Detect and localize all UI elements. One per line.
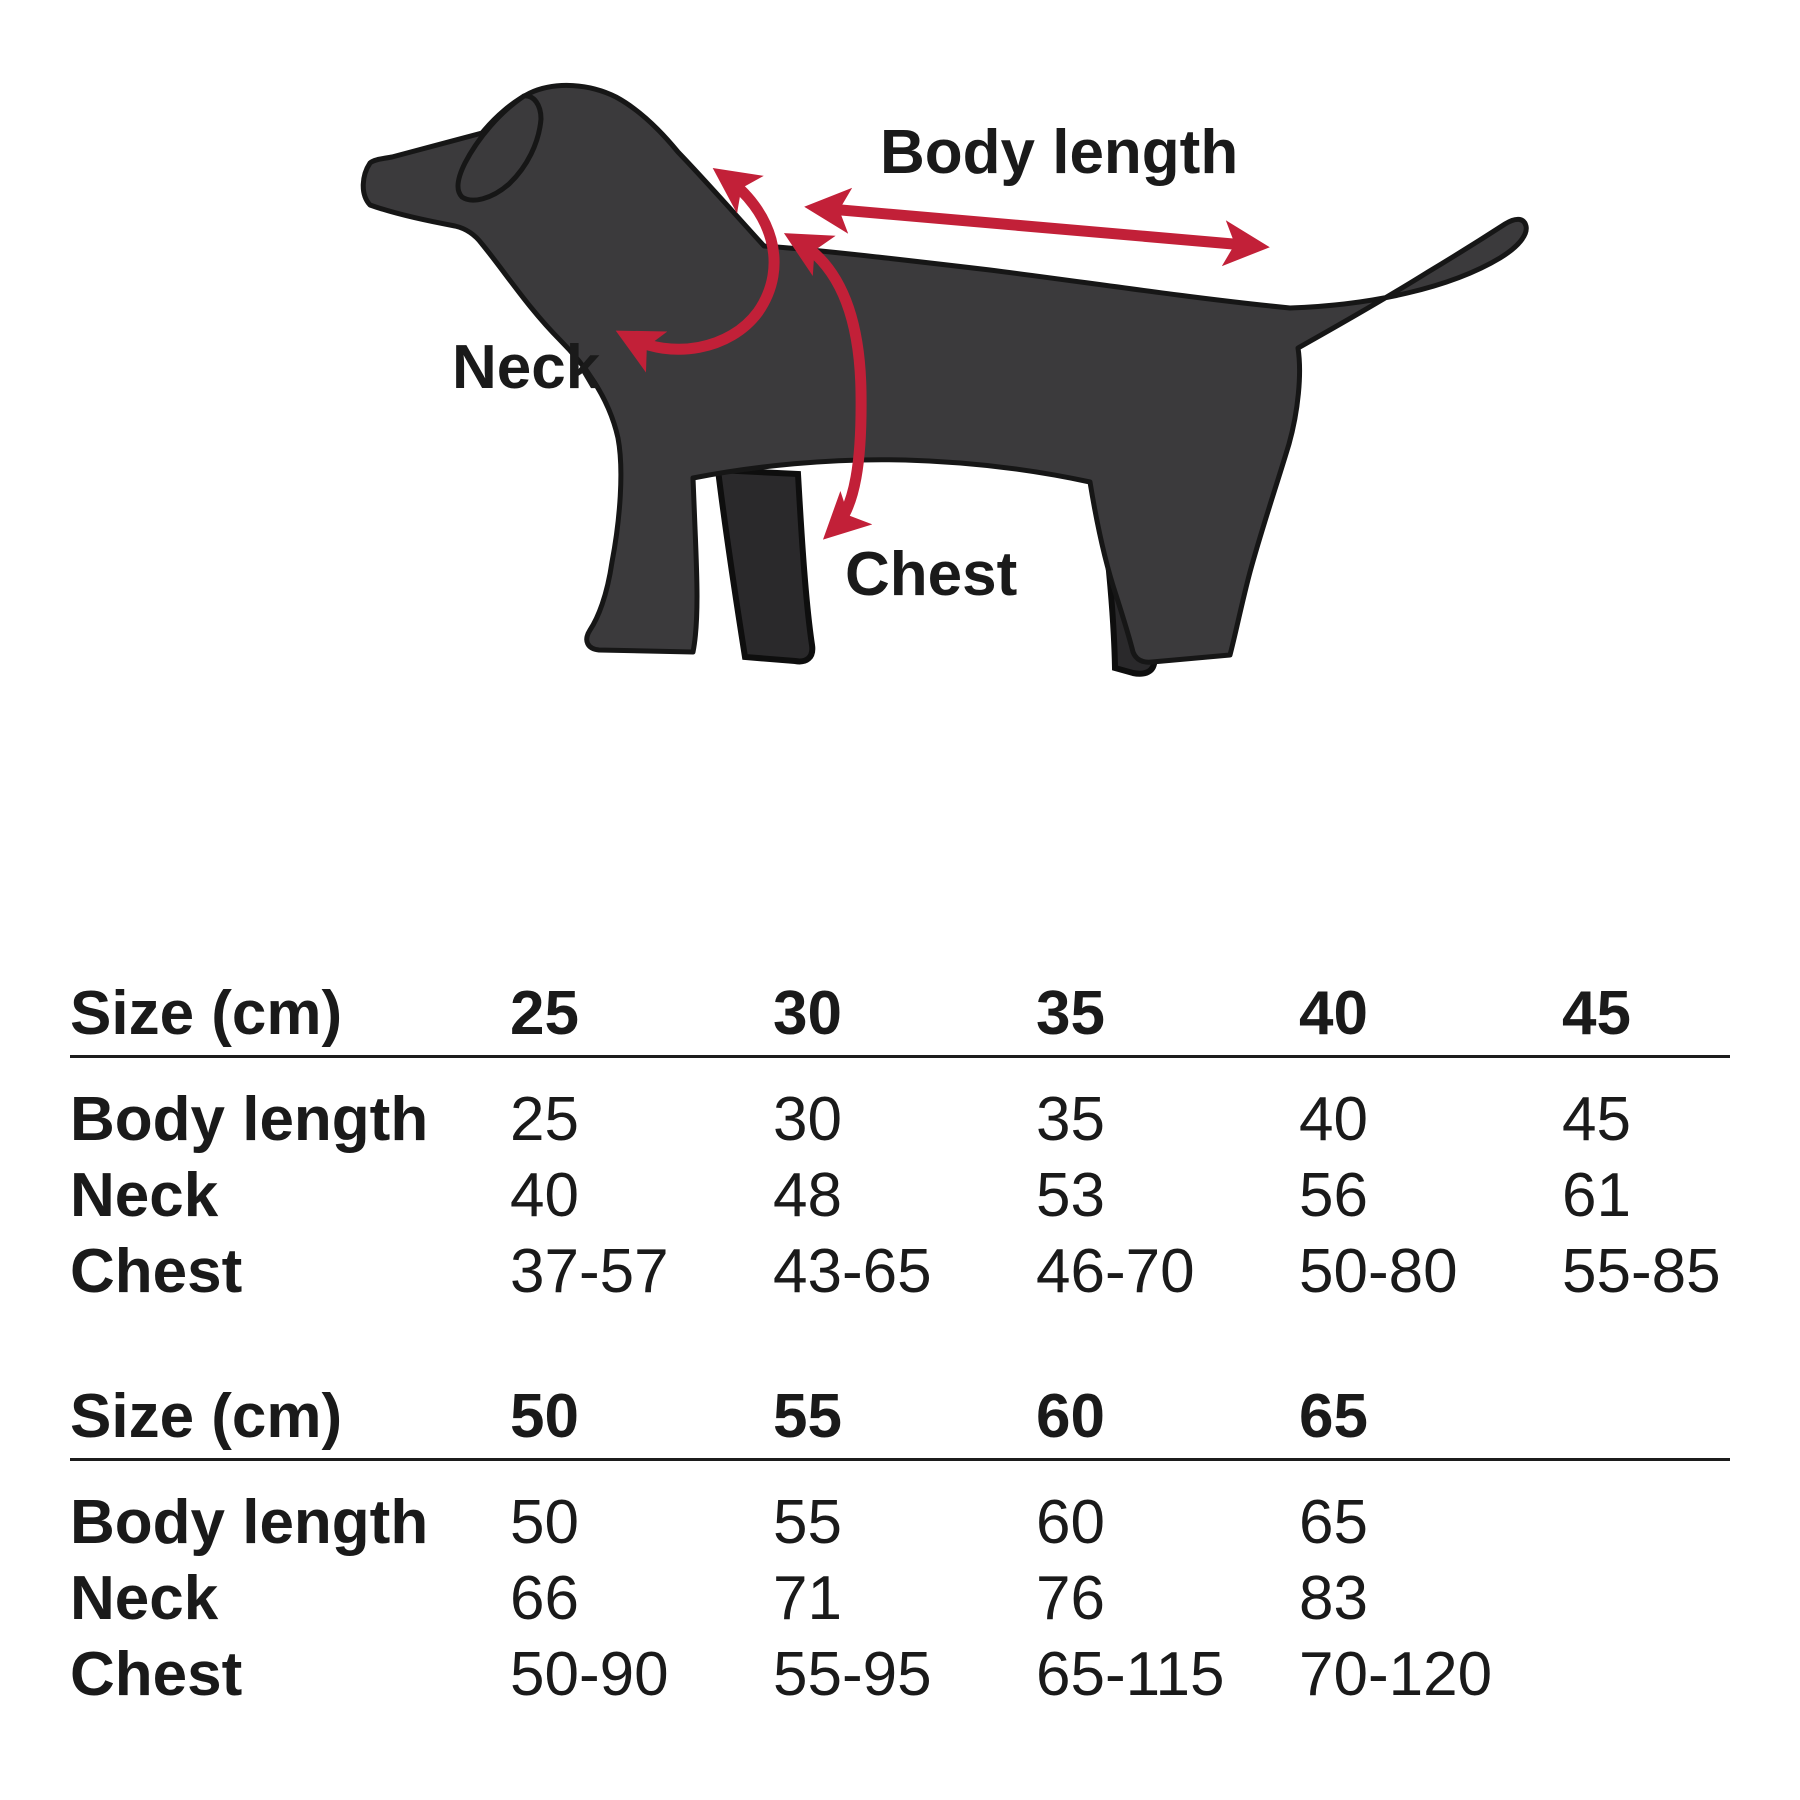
- header-size-label: Size (cm): [70, 979, 343, 1048]
- chest-arrow: [783, 233, 873, 540]
- table-row-neck: Neck 66 71 76 83: [70, 1561, 1730, 1637]
- cell-value: 35: [1036, 1085, 1105, 1154]
- size-table-large-header: Size (cm) 50 55 60 65: [70, 1386, 1730, 1461]
- cell-value: 83: [1299, 1564, 1368, 1633]
- dog-measurement-diagram: [360, 82, 1529, 677]
- row-label: Chest: [70, 1237, 243, 1306]
- cell-value: 55-95: [773, 1640, 932, 1709]
- cell-value: 66: [510, 1564, 579, 1633]
- cell-value: 30: [773, 1085, 842, 1154]
- cell-value: 37-57: [510, 1237, 669, 1306]
- size-table-small-header: Size (cm) 25 30 35 40 45: [70, 983, 1730, 1058]
- table-row-chest: Chest 50-90 55-95 65-115 70-120: [70, 1637, 1730, 1713]
- header-size-value: 55: [773, 1382, 842, 1451]
- cell-value: 50: [510, 1488, 579, 1557]
- header-size-value: 35: [1036, 979, 1105, 1048]
- cell-value: 43-65: [773, 1237, 932, 1306]
- chest-label: Chest: [845, 540, 1018, 609]
- dog-ear: [455, 93, 544, 203]
- header-size-value: 45: [1562, 979, 1631, 1048]
- cell-value: 55-85: [1562, 1237, 1721, 1306]
- header-size-value: 60: [1036, 1382, 1105, 1451]
- cell-value: 50-90: [510, 1640, 669, 1709]
- body-length-arrow: [804, 187, 1270, 267]
- row-label: Chest: [70, 1640, 243, 1709]
- row-label: Neck: [70, 1564, 219, 1633]
- header-size-value: 25: [510, 979, 579, 1048]
- header-size-value: 65: [1299, 1382, 1368, 1451]
- cell-value: 76: [1036, 1564, 1105, 1633]
- table-row-neck: Neck 40 48 53 56 61: [70, 1158, 1730, 1234]
- neck-arrow: [615, 167, 780, 373]
- size-table-small: Size (cm) 25 30 35 40 45 Body length 25 …: [70, 983, 1730, 1310]
- header-size-value: 50: [510, 1382, 579, 1451]
- cell-value: 53: [1036, 1161, 1105, 1230]
- cell-value: 25: [510, 1085, 579, 1154]
- cell-value: 70-120: [1299, 1640, 1493, 1709]
- cell-value: 71: [773, 1564, 842, 1633]
- cell-value: 65-115: [1036, 1640, 1225, 1709]
- cell-value: 61: [1562, 1161, 1631, 1230]
- header-size-value: 40: [1299, 979, 1368, 1048]
- cell-value: 50-80: [1299, 1237, 1458, 1306]
- cell-value: 46-70: [1036, 1237, 1195, 1306]
- cell-value: 65: [1299, 1488, 1368, 1557]
- size-table-large: Size (cm) 50 55 60 65 Body length 50 55 …: [70, 1386, 1730, 1713]
- neck-label: Neck: [452, 333, 601, 402]
- cell-value: 40: [510, 1161, 579, 1230]
- row-label: Neck: [70, 1161, 219, 1230]
- cell-value: 56: [1299, 1161, 1368, 1230]
- header-size-label: Size (cm): [70, 1382, 343, 1451]
- body-length-label: Body length: [880, 118, 1239, 187]
- table-row-chest: Chest 37-57 43-65 46-70 50-80 55-85: [70, 1234, 1730, 1310]
- table-row-body-length: Body length 25 30 35 40 45: [70, 1082, 1730, 1158]
- cell-value: 60: [1036, 1488, 1105, 1557]
- table-row-body-length: Body length 50 55 60 65: [70, 1485, 1730, 1561]
- row-label: Body length: [70, 1488, 429, 1557]
- cell-value: 40: [1299, 1085, 1368, 1154]
- cell-value: 45: [1562, 1085, 1631, 1154]
- cell-value: 55: [773, 1488, 842, 1557]
- header-size-value: 30: [773, 979, 842, 1048]
- row-label: Body length: [70, 1085, 429, 1154]
- cell-value: 48: [773, 1161, 842, 1230]
